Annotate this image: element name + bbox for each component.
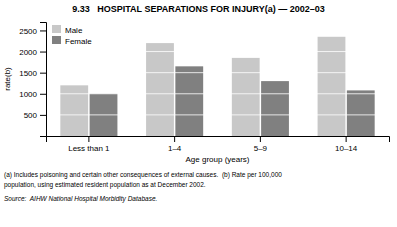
bar xyxy=(232,58,260,136)
tick-mark xyxy=(88,136,89,142)
axis-line xyxy=(40,23,47,137)
grid-line xyxy=(46,30,389,31)
grid-line xyxy=(46,51,389,52)
legend-swatch xyxy=(52,36,61,44)
legend-swatch xyxy=(52,25,61,33)
y-axis-title: rate(b) xyxy=(3,67,12,91)
tick-mark xyxy=(174,136,175,142)
tick-label: 500 xyxy=(24,111,38,120)
bar xyxy=(261,81,289,136)
bar xyxy=(60,85,88,136)
axis-line xyxy=(47,137,390,143)
tick-label: 1500 xyxy=(19,69,37,78)
bar-series xyxy=(90,66,375,136)
tick-label: Less than 1 xyxy=(68,144,110,153)
chart-container: 9.33 HOSPITAL SEPARATIONS FOR INJURY(a) … xyxy=(0,0,397,227)
tick: 1–4 xyxy=(168,136,182,153)
legend-item: Male xyxy=(52,25,83,35)
grid-line xyxy=(46,93,389,94)
footnote: population, using estimated resident pop… xyxy=(4,181,206,189)
footnote: Source: AIHW National Hospital Morbidity… xyxy=(4,195,157,203)
tick-mark xyxy=(40,30,46,31)
tick: 5–9 xyxy=(254,136,268,153)
grid xyxy=(46,30,389,114)
tick-mark xyxy=(40,115,46,116)
tick-mark xyxy=(346,136,347,142)
tick: 1500 xyxy=(19,69,46,78)
bar xyxy=(175,66,203,136)
legend-label: Female xyxy=(65,37,92,46)
tick: 2000 xyxy=(19,48,46,57)
bar xyxy=(347,90,375,136)
legend: Male Female xyxy=(52,25,92,46)
bar xyxy=(146,43,174,136)
tick-label: 2500 xyxy=(19,27,37,36)
tick-mark xyxy=(40,94,46,95)
grid-line xyxy=(46,72,389,73)
tick: 500 xyxy=(24,111,46,120)
tick: Less than 1 xyxy=(68,136,110,153)
y-axis: 500 1000 1500 2000 2500 xyxy=(19,23,46,137)
tick-mark xyxy=(40,73,46,74)
tick-label: 1–4 xyxy=(168,144,182,153)
footnote: (a) Includes poisoning and certain other… xyxy=(4,171,282,179)
legend-item: Female xyxy=(52,36,92,46)
tick: 2500 xyxy=(19,27,46,36)
grid-line xyxy=(46,114,389,115)
tick-mark xyxy=(260,136,261,142)
x-axis-title: Age group (years) xyxy=(185,155,249,164)
tick: 10–14 xyxy=(335,136,358,153)
tick-mark xyxy=(40,52,46,53)
title: 9.33 HOSPITAL SEPARATIONS FOR INJURY(a) … xyxy=(72,4,325,14)
tick-label: 5–9 xyxy=(254,144,268,153)
tick-label: 10–14 xyxy=(335,144,358,153)
tick-label: 2000 xyxy=(19,48,37,57)
tick-label: 1000 xyxy=(19,90,37,99)
tick: 1000 xyxy=(19,90,46,99)
legend-label: Male xyxy=(65,26,83,35)
x-axis: Less than 1 1–4 5–9 10–14 xyxy=(47,136,390,153)
chart-svg: 9.33 HOSPITAL SEPARATIONS FOR INJURY(a) … xyxy=(0,0,397,227)
